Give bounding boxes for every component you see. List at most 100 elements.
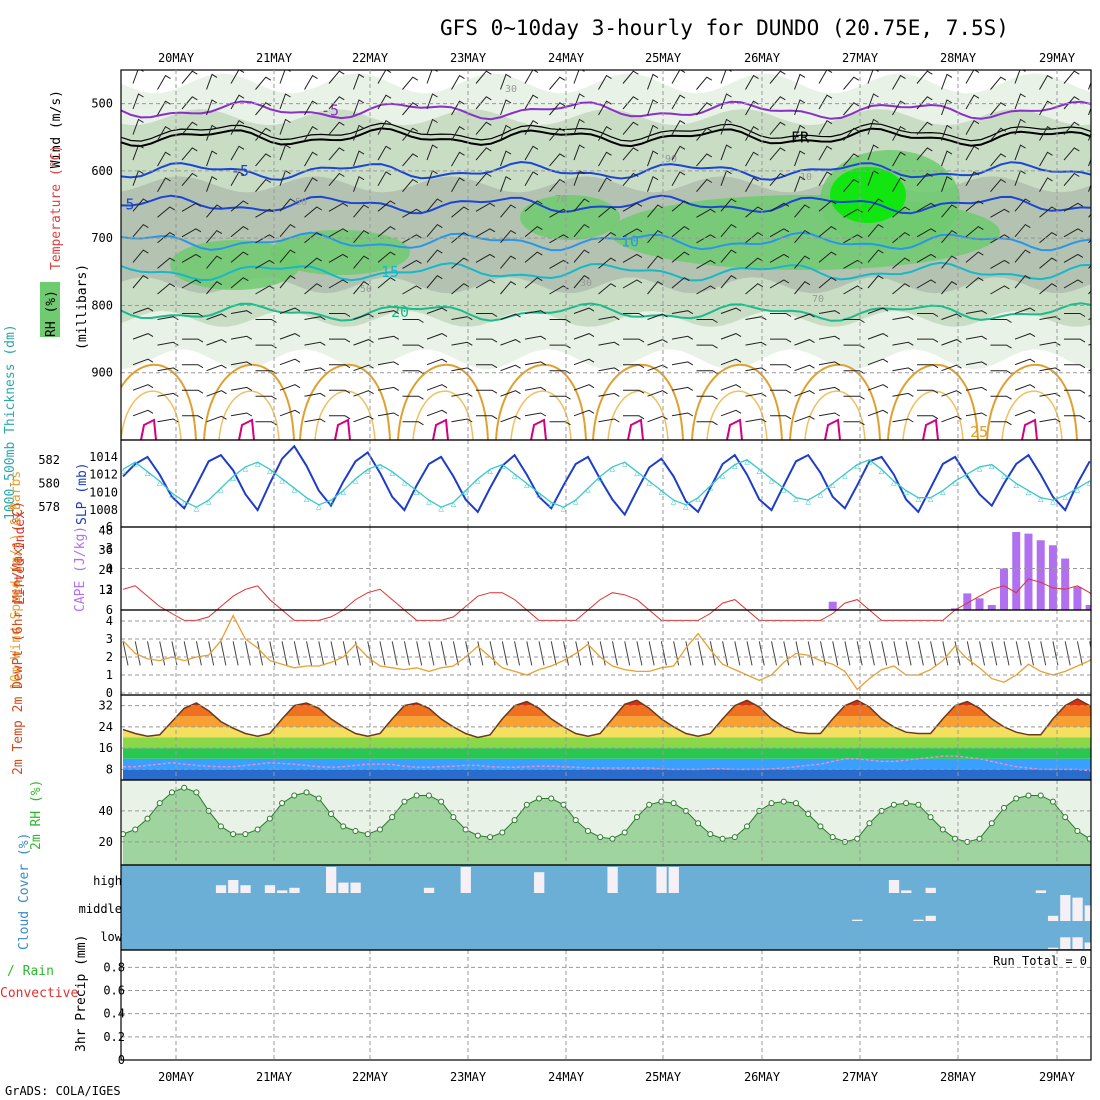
wind-barb <box>500 415 521 423</box>
wind-barb <box>476 364 498 369</box>
wind-barb <box>402 76 419 90</box>
thickness-marker: △ <box>818 490 824 500</box>
rh2m-point <box>1086 835 1091 842</box>
wind-barb <box>279 93 291 110</box>
wind-barb <box>1064 415 1086 420</box>
rh2m-point <box>352 828 359 834</box>
tick-w-1: 1 <box>106 668 113 682</box>
wind-barb <box>181 279 202 289</box>
wind10-barb <box>220 641 227 666</box>
wind10-barb <box>318 641 325 666</box>
wind-barb <box>255 153 272 167</box>
wind10-barb <box>893 641 900 666</box>
wind-barb <box>769 228 790 238</box>
wind-barb <box>377 310 400 315</box>
wind10-barb <box>771 641 778 666</box>
temp-band-4 <box>123 726 1091 738</box>
cloud-bar-middle <box>925 915 936 921</box>
wind-barb <box>867 223 884 238</box>
bl-thermal-1 <box>203 363 295 440</box>
panel-frame-press <box>120 439 1092 528</box>
wind-barb <box>671 251 690 263</box>
bl-hot-8 <box>922 418 939 440</box>
wind-barb <box>329 364 351 369</box>
wind10-barb <box>257 641 264 666</box>
ylabel-precip: 3hr Precip (mm) <box>74 935 89 1052</box>
wind-barb <box>622 279 643 289</box>
wind10-barb <box>416 641 423 666</box>
thickness-marker: △ <box>1087 478 1093 488</box>
wind-barb <box>451 151 465 167</box>
wind-barb <box>1039 151 1053 167</box>
wind-barb <box>598 74 612 90</box>
cloud-bar-high <box>901 890 912 893</box>
wind-barb <box>353 313 374 320</box>
date-label-bottom-23MAY: 23MAY <box>450 1070 487 1084</box>
wind-barb <box>1014 358 1036 366</box>
cloud-bar-middle <box>1072 897 1083 921</box>
wind-barb <box>230 171 245 186</box>
wind-barb <box>304 316 326 321</box>
wind-barb <box>892 367 914 372</box>
thickness-marker: △ <box>916 495 922 505</box>
thickness-marker: △ <box>854 462 860 472</box>
wind10-barb <box>1027 641 1034 666</box>
wind-barb <box>426 118 438 135</box>
wind-barb <box>377 386 400 391</box>
wind10-barb <box>134 641 141 666</box>
wind-barb <box>402 127 419 141</box>
wind10-barb <box>881 641 888 666</box>
wind-barb <box>769 279 790 289</box>
wind-barb <box>402 285 422 295</box>
wind-barb <box>328 228 349 238</box>
wind-barb <box>916 96 933 110</box>
bl-hot-9 <box>1021 418 1038 440</box>
wind-barb <box>794 339 815 346</box>
wind-barb <box>622 147 639 161</box>
ylabel-thickness: 1000-500mb Thickness (dm) <box>3 324 18 520</box>
wind-barb <box>843 234 863 244</box>
rh-label-4: 10 <box>800 172 812 183</box>
wind-barb <box>696 76 713 90</box>
wind-barb <box>206 364 227 372</box>
wind-barb <box>1088 132 1091 141</box>
wind-barb <box>304 177 318 192</box>
wind10-barb <box>991 641 998 666</box>
wind-barb <box>182 389 204 394</box>
temp-contour-label-3: 5 <box>125 196 134 214</box>
wind-barb <box>402 344 424 349</box>
rh2m-point <box>254 826 261 833</box>
wind-barb <box>892 231 911 244</box>
wind-barb <box>377 70 392 84</box>
slp-line <box>122 444 1091 517</box>
wind-barb <box>696 259 716 269</box>
wind-barb <box>1088 183 1091 192</box>
wind-barb <box>1064 364 1086 369</box>
temp-band-1 <box>123 758 1091 770</box>
cloud-bar-low <box>1072 937 1083 949</box>
bl-hot-5 <box>627 418 644 440</box>
rh2m-point <box>1001 804 1007 811</box>
wind-barb <box>1039 418 1061 423</box>
wind-barb <box>941 99 953 116</box>
wind-barb <box>990 234 1010 244</box>
wind-barb <box>255 234 275 244</box>
wind-barb <box>549 370 571 375</box>
wind-barb <box>794 313 815 320</box>
wind-barb <box>794 255 811 269</box>
wind-barb <box>475 147 492 161</box>
wind-barb <box>206 313 227 320</box>
thickness-marker: △ <box>328 497 334 507</box>
rh2m-point <box>279 800 286 807</box>
wind-barb <box>647 175 659 192</box>
thickness-marker: △ <box>133 459 139 469</box>
thickness-marker: △ <box>316 502 322 512</box>
wind-barb <box>279 333 301 340</box>
wind-barb <box>720 223 737 238</box>
tick-w-3: 3 <box>106 632 113 646</box>
rh2m-point <box>499 829 506 836</box>
wind-barb <box>402 370 424 375</box>
wind-barb <box>132 358 154 366</box>
tick-cape-36: 36 <box>99 543 113 557</box>
thickness-marker: △ <box>757 466 763 476</box>
